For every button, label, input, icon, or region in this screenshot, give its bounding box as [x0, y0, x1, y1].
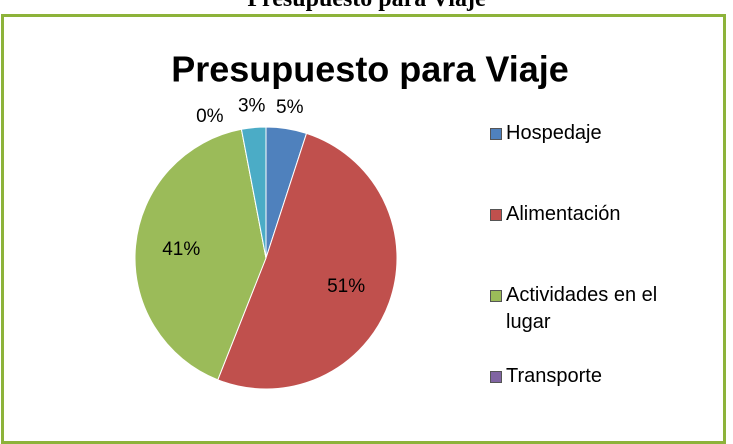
- legend-item: Actividades en el lugar: [490, 282, 680, 336]
- page-title: Presupuesto para Viaje: [0, 0, 733, 13]
- legend-label: Alimentación: [506, 203, 621, 225]
- data-label: 3%: [238, 96, 266, 117]
- legend-item: Alimentación: [490, 201, 680, 228]
- data-label: 5%: [276, 97, 304, 118]
- legend-swatch: [490, 371, 502, 383]
- data-label: 0%: [196, 106, 224, 127]
- pie-slice: [240, 126, 267, 259]
- legend-item: Hospedaje: [490, 120, 680, 147]
- data-label: 41%: [162, 239, 200, 260]
- legend-swatch: [490, 209, 502, 221]
- legend-item: Transporte: [490, 363, 680, 390]
- legend-label: Hospedaje: [506, 122, 602, 144]
- legend-label: Transporte: [506, 365, 602, 387]
- pie-slice: [134, 128, 267, 381]
- legend-swatch: [490, 290, 502, 302]
- data-label: 51%: [327, 276, 365, 297]
- legend-swatch: [490, 128, 502, 140]
- legend-label: Actividades en el lugar: [506, 284, 658, 333]
- chart-title: Presupuesto para Viaje: [171, 49, 569, 90]
- pie-slice: [217, 132, 398, 390]
